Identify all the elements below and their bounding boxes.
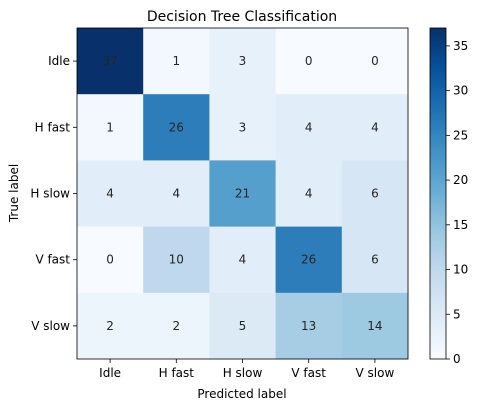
cell-value-label: 6 <box>371 187 379 201</box>
heatmap-cell <box>77 94 144 161</box>
heatmap-cell <box>275 160 343 228</box>
colorbar-tick-label: 30 <box>453 84 468 98</box>
colorbar-tick-label: 35 <box>453 39 468 53</box>
y-axis-ticks: Idle H fast H slow V fast V slow <box>30 54 77 333</box>
y-tick-label: V slow <box>31 319 70 333</box>
y-tick-label: H fast <box>35 120 71 134</box>
heatmap-cell <box>275 292 343 360</box>
y-axis-label: True label <box>7 164 21 223</box>
heatmap-cell <box>341 28 409 95</box>
colorbar-tick-label: 5 <box>453 307 461 321</box>
x-axis-ticks: Idle H fast H slow V fast V slow <box>99 359 394 380</box>
colorbar-tick-label: 20 <box>453 173 468 187</box>
plot-frame <box>76 27 409 360</box>
cell-value-label: 4 <box>305 120 313 134</box>
heatmap-cell <box>77 292 144 360</box>
cell-value-label: 10 <box>169 253 184 267</box>
cell-value-label: 2 <box>106 319 114 333</box>
x-axis-label: Predicted label <box>197 387 286 401</box>
cell-value-label: 26 <box>301 253 316 267</box>
heatmap-cell <box>341 226 409 294</box>
cell-value-label: 1 <box>106 120 114 134</box>
heatmap-cell <box>77 160 144 228</box>
y-tick-label: V fast <box>35 253 70 267</box>
heatmap-cell <box>341 94 409 161</box>
heatmap-cell <box>143 94 210 161</box>
cell-value-label: 4 <box>305 187 313 201</box>
cell-value-label: 4 <box>172 187 180 201</box>
x-tick-label: H slow <box>223 366 263 380</box>
heatmap-cell <box>143 292 210 360</box>
heatmap-cell <box>77 28 144 95</box>
heatmap-cell <box>275 94 343 161</box>
cell-value-label: 4 <box>371 120 379 134</box>
heatmap-cell <box>77 226 144 294</box>
cell-value-label: 1 <box>172 54 180 68</box>
heatmap-cell <box>143 160 210 228</box>
heatmap-cells <box>77 28 409 360</box>
cell-value-label: 14 <box>367 319 382 333</box>
cell-value-label: 0 <box>371 54 379 68</box>
cell-value-label: 37 <box>102 54 117 68</box>
x-tick-label: V fast <box>291 366 326 380</box>
heatmap-cell <box>143 28 210 95</box>
heatmap-cell <box>275 226 343 294</box>
colorbar-tick-label: 15 <box>453 218 468 232</box>
y-tick-label: Idle <box>48 54 70 68</box>
heatmap-cell <box>341 292 409 360</box>
heatmap-cell <box>341 160 409 228</box>
cell-value-label: 3 <box>239 54 247 68</box>
heatmap-cell <box>209 28 277 95</box>
heatmap-cell <box>143 226 210 294</box>
colorbar-tick-label: 25 <box>453 128 468 142</box>
colorbar <box>429 27 447 360</box>
x-tick-label: H fast <box>159 366 195 380</box>
colorbar-tick-label: 10 <box>453 263 468 277</box>
cell-value-label: 5 <box>239 319 247 333</box>
heatmap-cell <box>209 292 277 360</box>
cell-value-label: 3 <box>239 120 247 134</box>
cell-value-label: 0 <box>106 253 114 267</box>
x-tick-label: V slow <box>356 366 395 380</box>
cell-value-label: 2 <box>172 319 180 333</box>
chart-title: Decision Tree Classification <box>147 9 337 25</box>
cell-value-labels: 37 1 3 0 01 26 3 4 44 4 21 4 60 10 4 26 62 2 5 13 14 <box>102 54 382 333</box>
heatmap-cell <box>275 28 343 95</box>
cell-value-label: 26 <box>169 120 184 134</box>
colorbar-tick-label: 0 <box>453 352 461 366</box>
y-tick-label: H slow <box>30 187 70 201</box>
heatmap-cell <box>209 94 277 161</box>
heatmap-cell <box>209 160 277 228</box>
cell-value-label: 4 <box>239 253 247 267</box>
colorbar-ticks: 0 5 10 15 20 25 30 35 <box>446 39 468 366</box>
cell-value-label: 21 <box>235 187 250 201</box>
cell-value-label: 6 <box>371 253 379 267</box>
heatmap-cell <box>209 226 277 294</box>
x-tick-label: Idle <box>99 366 121 380</box>
cell-value-label: 0 <box>305 54 313 68</box>
cell-value-label: 4 <box>106 187 114 201</box>
cell-value-label: 13 <box>301 319 316 333</box>
